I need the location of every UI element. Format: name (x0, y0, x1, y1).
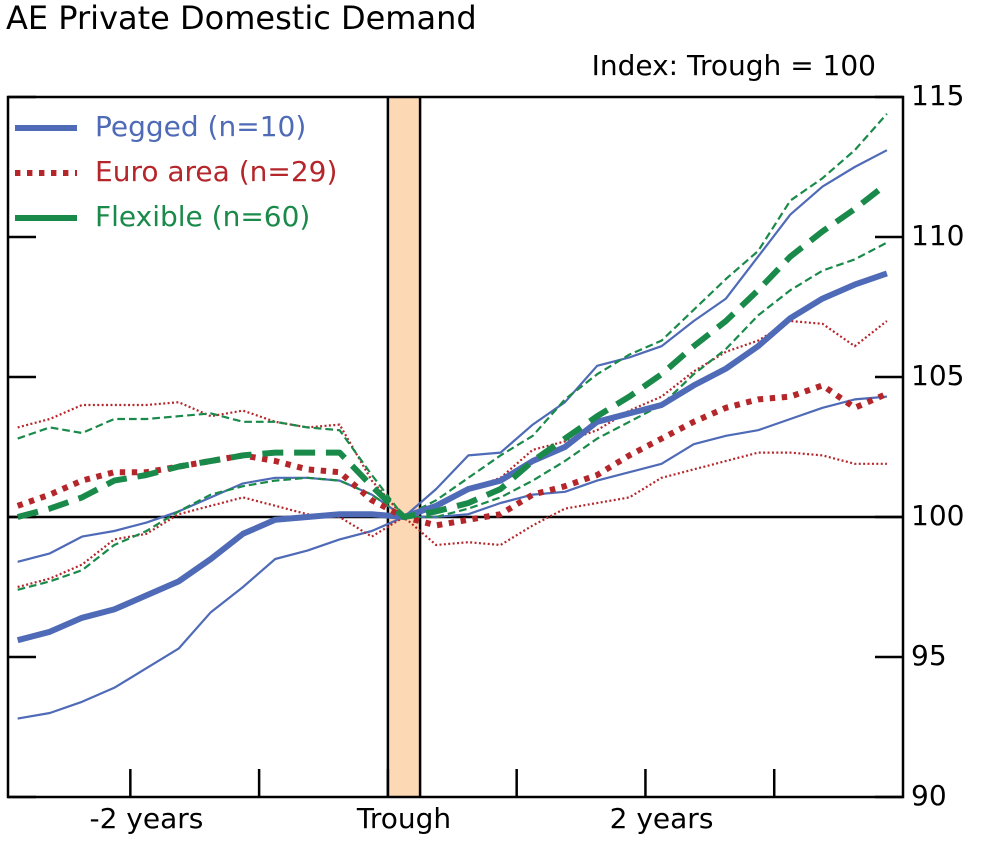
series-line (17, 113, 888, 519)
chart-title: AE Private Domestic Demand (6, 0, 477, 37)
series-line (17, 395, 887, 720)
x-tick-label: 2 years (610, 802, 714, 835)
series-line (16, 270, 888, 644)
series-line (16, 382, 889, 529)
y-tick-label: 105 (911, 359, 964, 392)
plot-frame (6, 95, 905, 799)
series-line (17, 149, 888, 563)
legend-label: Euro area (n=29) (95, 155, 337, 188)
y-tick-label: 110 (911, 219, 964, 252)
series-line (17, 451, 887, 589)
legend-label: Flexible (n=60) (95, 200, 310, 233)
y-tick-label: 100 (911, 499, 964, 532)
series-line (17, 241, 888, 591)
y-tick-label: 115 (911, 79, 964, 112)
series-line (16, 181, 889, 520)
chart-subtitle: Index: Trough = 100 (592, 49, 876, 82)
legend-label: Pegged (n=10) (95, 110, 306, 143)
x-tick-label: -2 years (89, 802, 203, 835)
y-tick-label: 95 (911, 639, 947, 672)
trough-band (387, 97, 421, 797)
y-tick-label: 90 (911, 779, 947, 812)
x-tick-label: Trough (356, 802, 451, 835)
